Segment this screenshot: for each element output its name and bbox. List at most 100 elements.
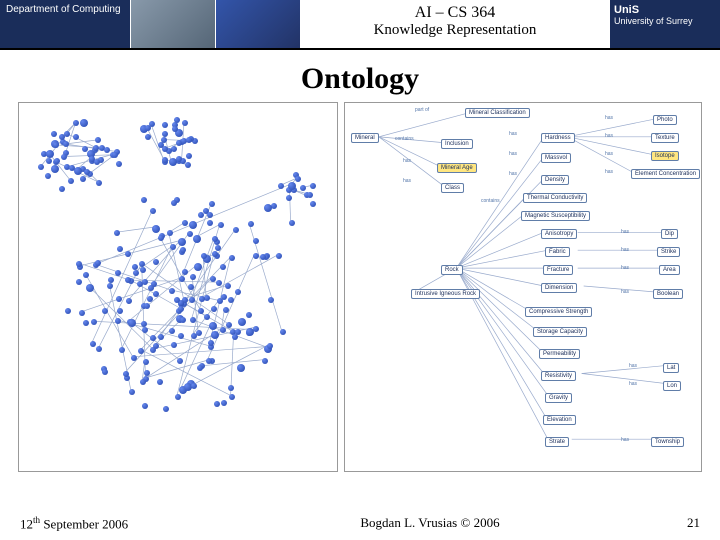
concept-node: Strike — [657, 247, 680, 257]
network-node — [132, 264, 138, 270]
network-node — [186, 153, 192, 159]
network-node — [180, 247, 186, 253]
network-node — [83, 320, 89, 326]
edge-label: part of — [415, 107, 429, 113]
network-node — [152, 225, 160, 233]
network-node — [64, 131, 70, 137]
network-node — [149, 121, 155, 127]
network-node — [179, 276, 185, 282]
concept-node: Element Concentration — [631, 169, 700, 179]
network-node — [253, 326, 259, 332]
course-code: AI – CS 364 — [300, 4, 610, 22]
header-title-block: AI – CS 364 Knowledge Representation — [300, 0, 610, 48]
concept-node: Rock — [441, 265, 463, 275]
network-node — [133, 270, 139, 276]
network-node — [123, 371, 129, 377]
concept-node: Area — [659, 265, 680, 275]
network-node — [148, 285, 154, 291]
concept-node: Mineral Classification — [465, 108, 530, 118]
network-node — [178, 306, 184, 312]
network-node — [310, 201, 316, 207]
edge-label: has — [621, 265, 629, 271]
footer-author: Bogdan L. Vrusias © 2006 — [220, 515, 640, 532]
network-node — [143, 359, 149, 365]
network-node — [212, 236, 218, 242]
network-node — [185, 162, 191, 168]
network-node — [172, 126, 178, 132]
photo-placeholder — [130, 0, 215, 48]
edge-label: has — [605, 151, 613, 157]
network-node — [210, 276, 216, 282]
network-node — [209, 322, 217, 330]
network-node — [182, 120, 188, 126]
network-node — [248, 221, 254, 227]
network-node — [288, 182, 296, 190]
edge-label: has — [621, 437, 629, 443]
edge-label: has — [629, 363, 637, 369]
edge-label: has — [403, 178, 411, 184]
concept-node: Photo — [653, 115, 677, 125]
network-node — [157, 379, 163, 385]
course-subtitle: Knowledge Representation — [300, 22, 610, 39]
network-node — [128, 319, 136, 327]
network-node — [169, 288, 175, 294]
network-node — [177, 358, 183, 364]
network-node — [140, 379, 146, 385]
network-node — [211, 331, 219, 339]
slide-footer: 12th September 2006 Bogdan L. Vrusias © … — [0, 515, 720, 532]
network-node — [65, 308, 71, 314]
network-node — [237, 364, 245, 372]
dept-badge: Department of Computing — [0, 0, 130, 48]
network-node — [206, 358, 212, 364]
network-node — [76, 279, 82, 285]
concept-node: Lon — [663, 381, 681, 391]
edge-label: has — [629, 381, 637, 387]
network-node — [221, 294, 227, 300]
network-node — [186, 137, 192, 143]
concept-node: Hardness — [541, 133, 575, 143]
network-node — [59, 186, 65, 192]
network-node — [171, 200, 177, 206]
network-node — [144, 370, 150, 376]
network-node — [169, 328, 175, 334]
network-node — [221, 400, 227, 406]
network-node — [215, 245, 221, 251]
network-node — [201, 253, 207, 259]
dept-label: Department of Computing — [6, 4, 121, 15]
network-node — [223, 307, 229, 313]
network-node — [310, 183, 316, 189]
concept-node: Density — [541, 175, 569, 185]
uni-short: UniS — [614, 4, 716, 16]
edge-label: has — [605, 115, 613, 121]
network-node — [262, 358, 268, 364]
network-node — [218, 222, 224, 228]
concept-node: Thermal Conductivity — [523, 193, 587, 203]
edge-label: has — [509, 131, 517, 137]
network-node — [142, 279, 148, 285]
network-node — [171, 342, 177, 348]
network-node — [162, 157, 168, 163]
concept-node: Mineral — [351, 133, 379, 143]
network-node — [102, 369, 108, 375]
network-node — [253, 253, 259, 259]
content-area: MineralMineral ClassificationInclusionMi… — [0, 102, 720, 472]
edge-label: has — [605, 169, 613, 175]
network-node — [93, 145, 99, 151]
network-node — [228, 297, 234, 303]
network-node — [246, 312, 252, 318]
network-node — [216, 280, 222, 286]
footer-date: 12th September 2006 — [20, 515, 220, 532]
network-node — [220, 264, 226, 270]
network-node — [197, 365, 203, 371]
concept-node: Township — [651, 437, 684, 447]
network-node — [286, 195, 292, 201]
network-node — [73, 120, 79, 126]
network-node — [142, 327, 148, 333]
network-node — [115, 318, 121, 324]
network-node — [95, 137, 101, 143]
network-node — [176, 156, 182, 162]
concept-node: Resistivity — [541, 371, 576, 381]
network-node — [61, 154, 67, 160]
network-node — [276, 253, 282, 259]
network-node — [188, 284, 194, 290]
